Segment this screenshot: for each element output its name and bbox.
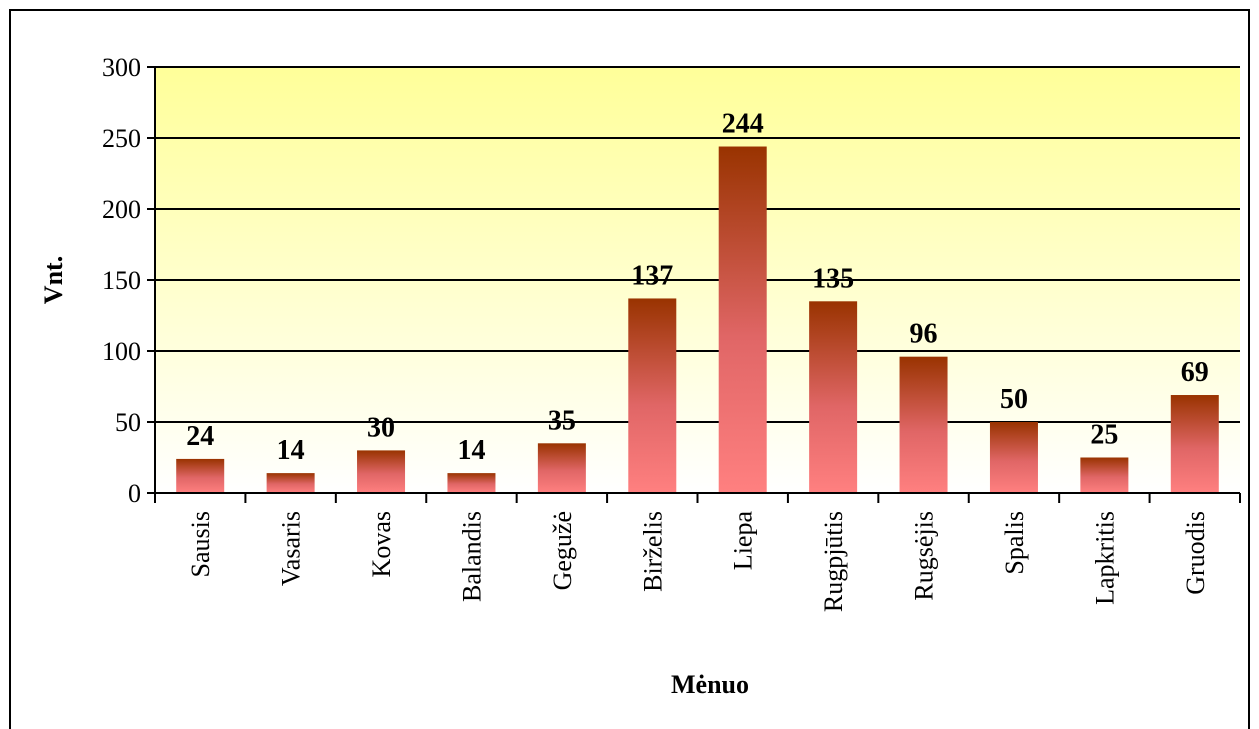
value-label: 30 xyxy=(367,412,395,443)
y-tick-label: 300 xyxy=(102,53,141,82)
y-tick-label: 0 xyxy=(128,479,141,508)
x-tick-label: Balandis xyxy=(457,511,486,602)
value-label: 96 xyxy=(910,319,938,350)
bar xyxy=(1170,395,1219,493)
x-axis-title: Mėnuo xyxy=(671,670,749,699)
x-tick-label: Liepa xyxy=(729,511,758,571)
bar xyxy=(989,422,1038,493)
bar xyxy=(447,473,496,493)
value-label: 25 xyxy=(1090,420,1118,451)
y-tick-label: 200 xyxy=(102,195,141,224)
x-tick-label: Rugpjūtis xyxy=(819,511,848,612)
value-label: 69 xyxy=(1181,357,1209,388)
x-tick-label: Spalis xyxy=(1000,511,1029,575)
value-label: 137 xyxy=(631,260,673,291)
value-label: 244 xyxy=(722,109,764,140)
bar xyxy=(266,473,315,493)
x-tick-label: Vasaris xyxy=(277,511,306,586)
bar xyxy=(809,301,858,493)
frame xyxy=(9,9,1250,729)
value-label: 50 xyxy=(1000,384,1028,415)
value-label: 14 xyxy=(277,435,305,466)
y-tick-label: 150 xyxy=(102,266,141,295)
value-label: 14 xyxy=(457,435,485,466)
x-tick-label: Birželis xyxy=(638,511,667,592)
value-label: 35 xyxy=(548,405,576,436)
y-tick-label: 100 xyxy=(102,337,141,366)
value-label: 135 xyxy=(812,263,854,294)
y-tick-label: 50 xyxy=(115,408,141,437)
value-label: 24 xyxy=(186,421,214,452)
x-tick-label: Rugsėjis xyxy=(910,511,939,601)
x-tick-label: Kovas xyxy=(367,511,396,577)
x-tick-label: Gegužė xyxy=(548,511,577,590)
bar xyxy=(537,443,586,493)
y-tick-label: 250 xyxy=(102,124,141,153)
x-tick-label: Sausis xyxy=(186,511,215,577)
y-axis-title: Vnt. xyxy=(39,256,68,304)
bar xyxy=(628,298,677,493)
bar xyxy=(718,146,767,493)
bar xyxy=(357,450,406,493)
x-tick-label: Lapkritis xyxy=(1090,511,1119,605)
bar xyxy=(176,458,225,493)
bar xyxy=(899,356,948,493)
bar xyxy=(1080,457,1129,493)
x-tick-label: Gruodis xyxy=(1181,511,1210,595)
